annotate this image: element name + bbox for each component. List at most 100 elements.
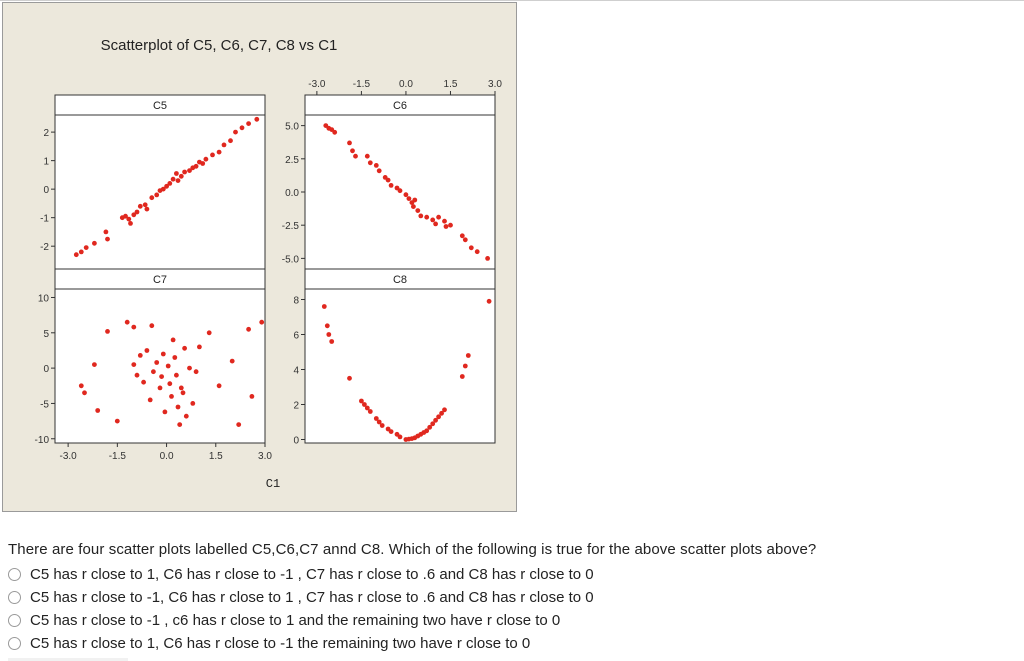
data-point <box>373 163 379 168</box>
data-point <box>170 176 176 182</box>
x-tick-label-top: 0.0 <box>399 79 413 90</box>
data-point <box>134 209 140 215</box>
data-point <box>359 398 364 404</box>
data-point <box>160 351 166 357</box>
panel-strip-label: C7 <box>153 274 167 286</box>
radio-button[interactable] <box>8 568 21 581</box>
answer-option[interactable]: C5 has r close to 1, C6 has r close to -… <box>8 563 594 586</box>
data-point <box>141 379 147 385</box>
data-point <box>364 153 370 159</box>
data-point <box>206 330 212 336</box>
x-tick-label-bottom: -3.0 <box>60 451 78 462</box>
x-tick-label-top: 3.0 <box>488 79 502 90</box>
data-point <box>167 381 173 387</box>
data-point <box>347 375 352 381</box>
data-point <box>174 372 179 378</box>
data-point <box>324 323 330 329</box>
question-text: There are four scatter plots labelled C5… <box>8 541 817 558</box>
data-point <box>175 404 181 410</box>
data-point <box>321 304 327 309</box>
data-point <box>448 222 453 228</box>
data-point <box>474 249 480 255</box>
answer-option[interactable]: C5 has r close to -1, C6 has r close to … <box>8 586 594 609</box>
data-point <box>436 214 441 220</box>
data-point <box>350 148 355 154</box>
data-point <box>164 183 170 189</box>
data-point <box>131 362 137 367</box>
data-point <box>376 419 382 425</box>
data-point <box>73 252 79 258</box>
y-tick-label: 5 <box>43 329 49 340</box>
data-point <box>180 390 186 396</box>
data-point <box>418 213 424 219</box>
radio-button[interactable] <box>8 591 21 604</box>
data-point <box>92 240 97 246</box>
data-point <box>439 410 444 416</box>
data-point <box>442 218 447 224</box>
data-point <box>388 183 394 188</box>
data-point <box>406 196 412 202</box>
data-point <box>459 374 465 379</box>
data-point <box>246 121 252 126</box>
data-point <box>175 178 181 184</box>
data-point <box>424 428 430 434</box>
y-tick-label: -5.0 <box>282 254 300 265</box>
y-tick-label: 2 <box>43 128 49 139</box>
data-point <box>78 249 84 255</box>
y-tick-label: 2.5 <box>285 155 299 166</box>
data-point <box>236 422 242 427</box>
data-point <box>430 421 436 427</box>
data-point <box>162 409 168 415</box>
data-point <box>159 374 165 379</box>
answer-option[interactable]: C5 has r close to 1, C6 has r close to -… <box>8 632 594 655</box>
data-point <box>82 390 87 396</box>
data-point <box>436 414 441 420</box>
data-point <box>433 417 438 423</box>
radio-button[interactable] <box>8 637 21 650</box>
data-point <box>174 171 179 176</box>
data-point <box>187 168 192 174</box>
panel-c7 <box>54 268 266 444</box>
data-point <box>144 348 150 353</box>
data-point <box>459 233 465 239</box>
answer-option-label: C5 has r close to 1, C6 has r close to -… <box>30 566 594 583</box>
data-point <box>329 339 335 344</box>
answer-option[interactable]: C5 has r close to -1 , c6 has r close to… <box>8 609 594 632</box>
partial-element <box>8 658 128 661</box>
data-point <box>167 181 173 186</box>
data-point <box>92 362 97 367</box>
data-point <box>103 229 109 235</box>
data-point <box>397 188 403 194</box>
data-point <box>388 429 394 434</box>
data-point <box>78 383 84 389</box>
x-tick-label-top: -3.0 <box>308 79 326 90</box>
data-point <box>412 197 418 203</box>
panel-strip-label: C8 <box>393 274 407 286</box>
y-tick-label: 1 <box>43 157 49 168</box>
data-point <box>367 160 373 166</box>
data-point <box>367 409 373 414</box>
data-point <box>385 177 391 183</box>
radio-button[interactable] <box>8 614 21 627</box>
data-point <box>105 329 110 334</box>
data-point <box>83 245 89 251</box>
data-point <box>178 173 184 179</box>
x-axis-title: C1 <box>266 477 280 491</box>
data-point <box>254 116 260 122</box>
data-point <box>137 203 143 209</box>
data-point <box>197 344 202 350</box>
data-point <box>379 423 385 428</box>
y-tick-label: 10 <box>38 293 50 304</box>
data-point <box>182 345 188 351</box>
data-point <box>239 125 245 131</box>
data-point <box>462 237 468 243</box>
data-point <box>172 355 178 360</box>
data-point <box>193 369 199 375</box>
data-point <box>430 217 436 223</box>
data-point <box>142 202 148 208</box>
data-point <box>182 169 188 175</box>
data-point <box>216 149 222 155</box>
data-point <box>373 416 379 421</box>
data-point <box>347 140 352 146</box>
data-point <box>403 192 409 198</box>
